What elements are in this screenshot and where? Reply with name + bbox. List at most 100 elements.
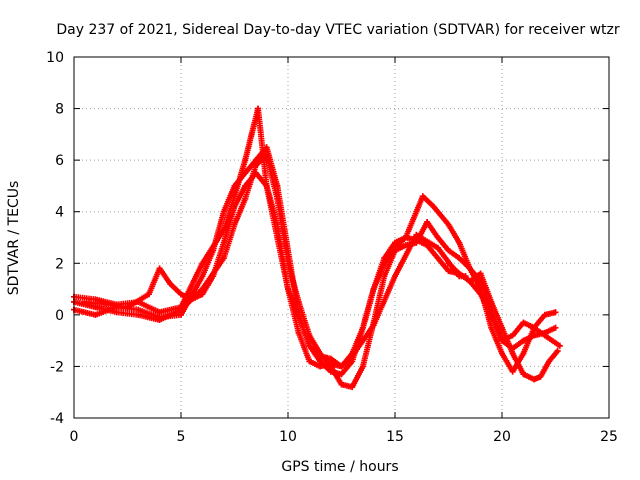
x-tick-label: 25 [600,429,618,445]
data-point [537,373,544,380]
data-point [306,342,313,349]
data-point [295,329,302,336]
data-point [466,278,473,285]
data-point [381,260,388,267]
data-point [509,332,516,339]
data-point [349,353,356,360]
data-point [381,273,388,280]
data-point [546,358,553,365]
data-point [359,363,366,370]
data-point [466,265,473,272]
series-markers [445,260,561,383]
data-point [113,309,120,316]
data-point [135,311,142,318]
data-point [370,286,377,293]
data-point [434,244,441,251]
data-point [531,332,538,339]
data-point [188,296,195,303]
y-tick-label: 10 [46,50,64,66]
data-point [413,208,420,215]
data-point [145,291,152,298]
data-point [199,273,206,280]
data-point [156,317,163,324]
data-point [552,324,559,331]
data-point [520,371,527,378]
data-point [103,301,110,308]
x-tick-label: 5 [177,429,186,445]
x-tick-label: 10 [279,429,297,445]
series-markers [81,170,469,370]
data-point [392,247,398,254]
data-point [477,270,484,277]
data-point [430,203,437,210]
data-point [178,306,184,313]
data-point [402,234,409,241]
data-point [255,105,262,112]
data-point [499,324,505,331]
x-tick-label: 20 [493,429,511,445]
data-point [488,298,495,305]
series-markers [71,105,563,370]
plot-frame [73,56,610,419]
series-arc-5 [445,260,561,383]
data-point [520,350,527,357]
x-axis-label: GPS time / hours [281,459,398,475]
data-point [413,231,420,238]
data-point [520,319,527,326]
data-point [434,255,441,262]
x-tick-label: 15 [386,429,404,445]
data-point [220,239,227,246]
data-point [274,195,281,202]
y-tick-label: 6 [55,153,64,169]
data-point [520,337,527,344]
y-axis-label: SDTVAR / TECUs [6,181,22,296]
data-point [488,324,495,331]
data-point [445,221,452,228]
y-tick-label: -4 [50,411,64,427]
data-point [242,182,249,189]
data-point [424,219,431,226]
series-arc-1 [71,105,563,370]
data-point [327,363,334,370]
data-point [231,182,238,189]
data-point [338,363,345,370]
data-point [199,260,206,267]
data-point [295,298,302,305]
data-point [199,291,206,298]
data-point [509,350,516,357]
y-tick-label: 4 [55,205,64,221]
data-point [456,255,463,262]
data-point [252,162,259,169]
data-point [370,322,377,329]
data-point [338,371,345,378]
data-point [552,309,559,316]
data-point [327,355,334,362]
series-arc-3 [71,151,559,391]
data-point [178,291,184,298]
data-point [445,268,452,275]
data-point [231,203,238,210]
data-point [285,286,291,293]
data-point [541,329,548,336]
data-point [392,273,398,280]
data-point [92,311,99,318]
data-point [509,368,516,375]
data-point [242,170,249,177]
data-point [135,306,142,313]
data-point [263,151,270,158]
y-tick-label: 8 [55,102,64,118]
data-point [317,358,324,365]
data-point [252,170,259,177]
data-point [210,273,217,280]
data-point [531,376,538,383]
y-tick-label: -2 [50,359,64,375]
data-point [531,324,538,331]
data-point [156,309,163,316]
data-point [274,234,281,241]
data-point [156,265,163,272]
data-point [295,311,302,318]
data-point [499,350,505,357]
data-point [317,353,324,360]
data-series [71,105,563,391]
data-point [210,247,217,254]
